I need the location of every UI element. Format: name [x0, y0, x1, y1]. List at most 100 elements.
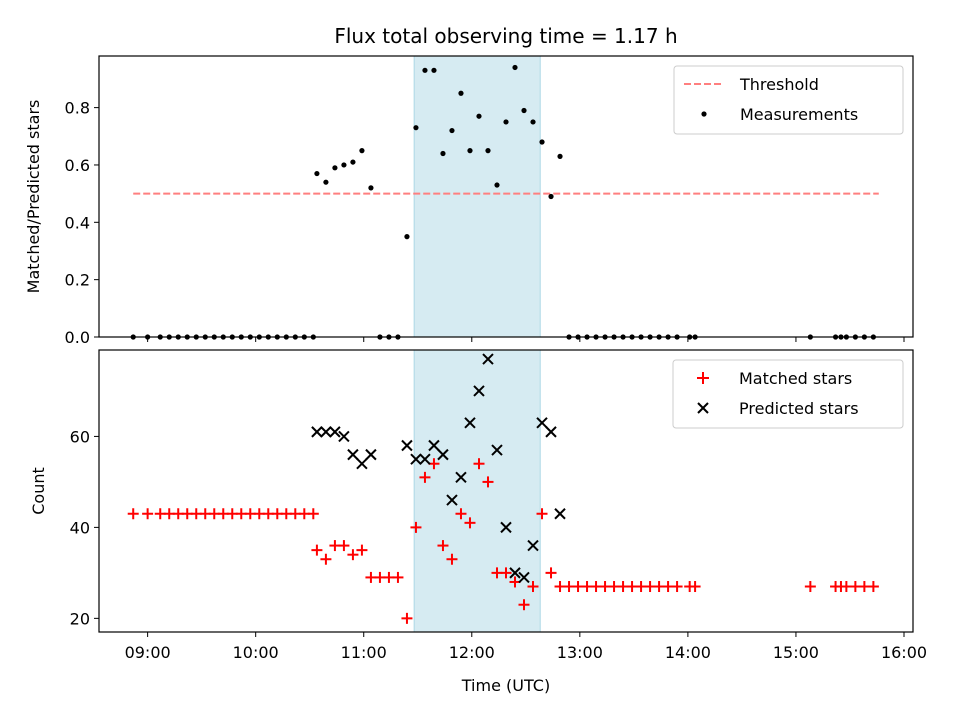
predicted-star-mark-b	[482, 353, 494, 365]
predicted-star-point	[311, 426, 323, 438]
chart-title: Flux total observing time = 1.17 h	[334, 24, 677, 48]
predicted-star-point	[428, 439, 440, 452]
legend-box	[672, 359, 904, 429]
matched-star-point	[127, 508, 139, 520]
predicted-star-point	[437, 448, 449, 461]
measurement-point	[557, 153, 563, 159]
predicted-star-point	[455, 471, 467, 484]
matched-star-point	[500, 567, 512, 579]
predicted-star-point	[545, 426, 557, 438]
matched-star-point	[347, 549, 359, 561]
observing-window-shade	[413, 349, 541, 633]
bottom-panel: 20 40 60 09:00 10:00 11:00 12:00 13:00 14:00 15:0…	[29, 349, 927, 695]
x-tick-label: 16:00	[881, 643, 927, 662]
predicted-star-mark-b	[527, 539, 539, 552]
measurement-point	[368, 185, 374, 191]
y-tick-label: 0.4	[65, 213, 90, 232]
measurement-point	[332, 165, 338, 171]
matched-star-point	[455, 508, 467, 520]
measurement-point	[539, 139, 545, 145]
matched-star-point	[311, 544, 323, 556]
predicted-star-point	[446, 494, 458, 506]
matched-star-point	[142, 508, 154, 520]
x-tick-label: 13:00	[557, 643, 603, 662]
predicted-star-mark-b	[509, 567, 521, 579]
predicted-star-point	[365, 448, 377, 461]
predicted-star-mark-b	[545, 426, 557, 438]
matched-star-point	[320, 553, 332, 565]
predicted-star-point	[347, 448, 359, 461]
x-tick-label: 10:00	[233, 643, 279, 662]
matched-star-point	[446, 553, 458, 565]
predicted-star-point	[491, 444, 503, 456]
predicted-star-mark-b	[437, 448, 449, 461]
y-tick-label: 0.0	[65, 328, 90, 347]
predicted-star-point	[500, 521, 512, 534]
predicted-star-point	[464, 417, 476, 429]
measurement-point	[458, 90, 464, 96]
predicted-star-point	[401, 439, 413, 452]
predicted-star-mark-b	[500, 521, 512, 534]
y-tick-label: 20	[70, 609, 90, 628]
measurement-point	[476, 113, 482, 119]
predicted-star-point	[338, 430, 350, 443]
predicted-star-mark-b	[446, 494, 458, 506]
x-tick-label: 14:00	[665, 643, 711, 662]
y-tick-label: 60	[70, 427, 90, 446]
predicted-star-mark-b	[356, 458, 368, 470]
observing-window-shade	[413, 55, 541, 338]
predicted-star-point	[554, 508, 566, 520]
predicted-star-point	[518, 571, 530, 584]
legend-box	[673, 65, 904, 135]
measurement-point	[431, 67, 437, 73]
x-axis-label: Time (UTC)	[461, 676, 550, 695]
matched-star-point	[437, 540, 449, 552]
measurement-point	[314, 170, 320, 177]
y-axis-label: Matched/Predicted stars	[24, 100, 43, 294]
predicted-star-mark-b	[419, 453, 431, 465]
predicted-star-mark-b	[410, 453, 422, 465]
legend-predicted-swatch-b	[697, 402, 709, 414]
matched-star-point	[536, 508, 548, 520]
legend-label: Predicted stars	[739, 399, 859, 418]
predicted-star-point	[527, 539, 539, 552]
predicted-star-mark-b	[311, 426, 323, 438]
measurement-point	[467, 148, 473, 154]
measurement-point	[548, 193, 554, 200]
matched-star-point	[671, 581, 683, 593]
matched-star-point	[356, 544, 368, 556]
predicted-star-mark-b	[428, 439, 440, 452]
predicted-star-mark-b	[338, 430, 350, 443]
measurement-point	[440, 150, 446, 157]
legend-measurement-swatch	[701, 111, 707, 117]
matched-star-point	[527, 581, 539, 593]
predicted-star-point	[482, 353, 494, 365]
predicted-star-point	[509, 567, 521, 579]
measurement-point	[512, 64, 518, 71]
predicted-star-point	[536, 417, 548, 429]
predicted-star-mark-b	[473, 385, 485, 397]
matched-star-point	[410, 521, 422, 533]
measurement-point	[449, 127, 455, 134]
measurement-point	[422, 67, 428, 73]
matched-star-point	[804, 581, 816, 593]
matched-star-point	[338, 540, 350, 552]
legend-label: Measurements	[740, 105, 858, 124]
predicted-star-point	[410, 453, 422, 465]
measurement-point	[530, 119, 536, 125]
predicted-star-mark-b	[320, 426, 332, 438]
predicted-star-mark-b	[518, 571, 530, 584]
measurement-point	[359, 148, 365, 154]
x-tick-label: 09:00	[125, 643, 171, 662]
predicted-star-point	[473, 385, 485, 397]
measurement-point	[521, 107, 527, 114]
measurement-point	[404, 234, 410, 240]
legend: Threshold Measurements	[673, 65, 904, 135]
predicted-star-mark-b	[365, 448, 377, 461]
matched-star-point	[419, 471, 431, 483]
top-panel: 0.0 0.2 0.4 0.6 0.8 Matched/Predicted stars Th…	[24, 55, 914, 347]
predicted-star-mark-b	[554, 508, 566, 520]
axes-frame	[98, 349, 914, 633]
measurement-point	[503, 119, 509, 125]
